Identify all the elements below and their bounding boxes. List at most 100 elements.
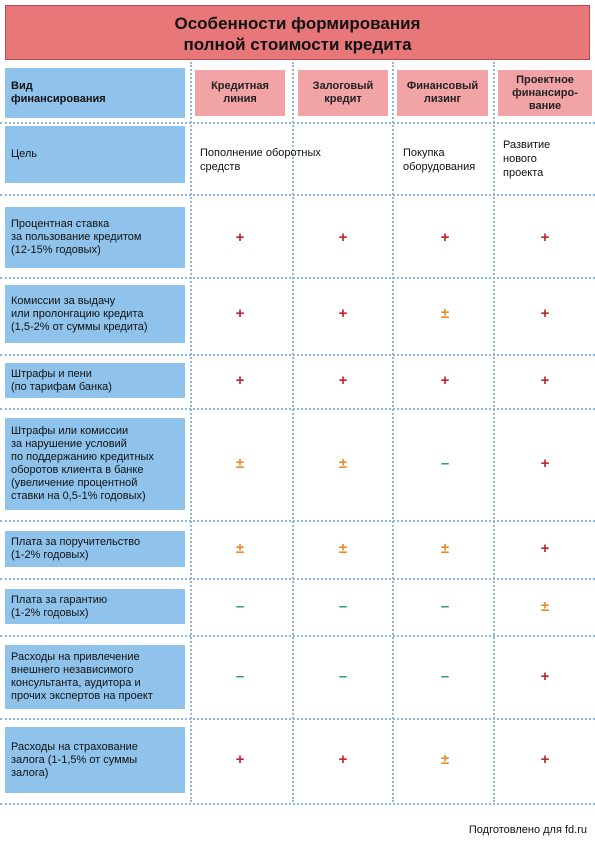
text-line: за нарушение условий — [11, 438, 127, 450]
cell-symbol: + — [540, 228, 550, 246]
text-line: Плата за гарантию — [11, 593, 108, 606]
cell-symbol: – — [338, 597, 348, 615]
cell-symbol: ± — [440, 540, 450, 557]
footer-note: Подготовлено для fd.ru — [468, 824, 587, 836]
text-line: Плата за поручительство — [11, 536, 141, 548]
text-line: Развитие — [503, 139, 551, 151]
text-line: Кредитная — [211, 80, 269, 92]
text-line: лизинг — [423, 93, 462, 105]
text-line: Пополнение оборотных — [200, 147, 321, 159]
separator — [0, 122, 595, 124]
text-line: финансирования — [11, 93, 106, 105]
cell-symbol: – — [235, 597, 245, 615]
column-header: Финансовый лизинг — [397, 70, 488, 116]
cell-symbol: ± — [440, 751, 450, 768]
cell-symbol: ± — [338, 540, 348, 557]
row-label: Цель — [5, 126, 185, 183]
row-label: Штрафы или комиссии за нарушение условий п… — [5, 418, 185, 510]
text-line: Особенности формирования — [174, 14, 421, 33]
row-label: Штрафы и пени (по тарифам банка) — [5, 363, 185, 398]
cell-symbol: + — [338, 751, 348, 768]
text-line: нового — [503, 153, 537, 165]
text-line: оборудования — [403, 161, 476, 173]
separator — [190, 62, 192, 802]
cell-symbol: + — [235, 371, 245, 389]
text-line: или пролонгацию кредита — [11, 307, 144, 320]
text-line: Покупка — [403, 147, 445, 159]
text-line: проекта — [503, 167, 544, 179]
separator — [0, 635, 595, 637]
separator — [493, 62, 495, 802]
text-line: залога (1-1,5% от суммы — [11, 753, 138, 766]
corner-header: Вид финансирования — [5, 68, 185, 118]
cell-symbol: + — [540, 455, 550, 472]
text-line: Вид — [11, 80, 33, 92]
cell-symbol: + — [540, 371, 550, 389]
text-line: по поддержанию кредитных — [11, 451, 154, 463]
cell-symbol: ± — [235, 540, 245, 557]
cell-symbol: + — [235, 305, 245, 322]
separator — [0, 718, 595, 720]
text-line: прочих экспертов на проект — [11, 690, 153, 702]
separator — [392, 62, 394, 802]
text-line: Процентная ставка — [11, 218, 110, 230]
cell-symbol: ± — [235, 455, 245, 472]
text-line: (увеличение процентной — [11, 477, 138, 489]
text-line: Проектное — [516, 73, 574, 86]
row-label: Плата за гарантию (1-2% годовых) — [5, 589, 185, 624]
title: Особенности формирования полной стоимости… — [5, 5, 590, 60]
cell-symbol: – — [440, 668, 450, 685]
cell-symbol: + — [235, 228, 245, 246]
separator — [0, 803, 595, 805]
cell-symbol: + — [540, 751, 550, 768]
goal-cell: Развитие нового проекта — [503, 138, 550, 180]
cell-symbol: – — [440, 455, 450, 472]
column-header: Залоговый кредит — [298, 70, 388, 116]
text-line: за пользование кредитом — [11, 231, 142, 243]
separator — [0, 408, 595, 410]
text-line: Финансовый — [406, 80, 479, 92]
cell-symbol: + — [540, 305, 550, 322]
cell-symbol: ± — [540, 597, 550, 615]
cell-symbol: + — [440, 371, 450, 389]
cell-symbol: – — [338, 668, 348, 685]
row-label: Расходы на страхование залога (1-1,5% от … — [5, 727, 185, 793]
text-line: Комиссии за выдачу — [11, 294, 116, 307]
separator — [0, 354, 595, 356]
text-line: Штрафы и пени — [11, 367, 92, 380]
row-label: Процентная ставка за пользование кредитом… — [5, 207, 185, 268]
text-line: внешнего независимого — [11, 664, 134, 676]
text-line: (по тарифам банка) — [11, 380, 112, 393]
text-line: вание — [528, 99, 562, 112]
text-line: средств — [200, 161, 241, 173]
text-line: ставки на 0,5-1% годовых) — [11, 490, 146, 502]
cell-symbol: + — [338, 228, 348, 246]
separator — [0, 277, 595, 279]
cell-symbol: + — [338, 305, 348, 322]
row-label: Расходы на привлечение внешнего независим… — [5, 645, 185, 709]
row-label: Плата за поручительство (1-2% годовых) — [5, 531, 185, 567]
text-line: (1-2% годовых) — [11, 606, 89, 619]
text-line: финансиро- — [512, 86, 578, 99]
separator — [0, 520, 595, 522]
cell-symbol: – — [440, 597, 450, 615]
cell-symbol: + — [540, 540, 550, 557]
separator — [0, 578, 595, 580]
row-label: Комиссии за выдачу или пролонгацию кредит… — [5, 285, 185, 343]
cell-symbol: + — [338, 371, 348, 389]
text-line: консультанта, аудитора и — [11, 677, 141, 689]
text-line: Расходы на привлечение — [11, 651, 140, 663]
goal-cell: Пополнение оборотных средств — [200, 146, 321, 174]
text-line: (1,5-2% от суммы кредита) — [11, 320, 148, 333]
text-line: Расходы на страхование — [11, 740, 138, 753]
text-line: линия — [223, 93, 257, 105]
column-header: Кредитная линия — [195, 70, 285, 116]
text-line: кредит — [324, 93, 362, 105]
text-line: Залоговый — [312, 80, 374, 92]
text-line: залога) — [11, 766, 49, 779]
cell-symbol: ± — [440, 305, 450, 322]
cell-symbol: – — [235, 668, 245, 685]
cell-symbol: + — [540, 668, 550, 685]
separator — [0, 194, 595, 196]
